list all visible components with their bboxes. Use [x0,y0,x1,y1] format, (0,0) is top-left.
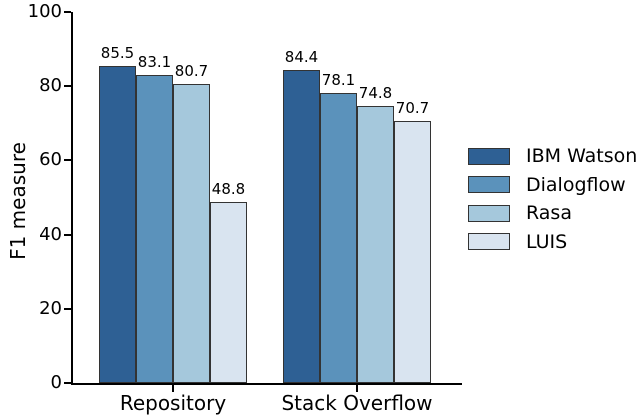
x-category-label: Repository [119,391,227,415]
legend-label: Dialogflow [526,173,626,196]
legend-swatch [468,233,510,251]
bar-value-label: 80.7 [174,61,209,80]
legend-item: IBM Watson [468,142,637,171]
bar [394,120,431,383]
bar [99,65,136,383]
bar-value-label: 70.7 [395,98,430,117]
legend-label: Rasa [526,202,572,225]
bar [320,93,357,383]
y-tick-label: 0 [50,372,62,393]
y-tick-mark [64,11,71,13]
x-tick-mark [356,385,358,392]
bar-value-label: 84.4 [284,47,319,66]
y-axis-spine [71,12,73,385]
y-tick-label: 60 [39,149,62,171]
legend-swatch [468,204,510,222]
x-tick-mark [172,385,174,392]
bar [283,69,320,383]
y-tick-mark [64,382,71,384]
bar [357,105,394,383]
y-tick-mark [64,159,71,162]
bar-value-label: 78.1 [321,71,356,90]
bar [136,74,173,383]
bar-value-label: 83.1 [137,52,172,71]
y-tick-mark [64,85,71,88]
y-tick-label: 20 [39,297,62,319]
legend-item: Dialogflow [468,171,637,200]
x-axis-spine [71,383,462,385]
legend-label: IBM Watson [526,145,638,168]
plot-area: 85.5 83.1 80.7 48.8 84.4 78.1 74.8 70.7 [73,12,460,383]
legend-item: Rasa [468,199,637,228]
legend: IBM Watson Dialogflow Rasa LUIS [468,142,637,256]
bar-value-label: 48.8 [211,179,246,198]
legend-item: LUIS [468,228,637,257]
bar [173,83,210,383]
legend-swatch [468,176,510,194]
y-tick-label: 100 [27,1,62,22]
y-tick-mark [64,233,71,236]
bar-value-label: 85.5 [100,43,135,62]
y-tick-mark [64,307,71,310]
legend-swatch [468,147,510,165]
bar [210,201,247,383]
y-tick-label: 80 [39,75,62,97]
legend-label: LUIS [526,230,568,253]
x-category-label: Stack Overflow [281,391,433,415]
y-tick-label: 40 [39,223,62,245]
bar-value-label: 74.8 [358,83,393,102]
